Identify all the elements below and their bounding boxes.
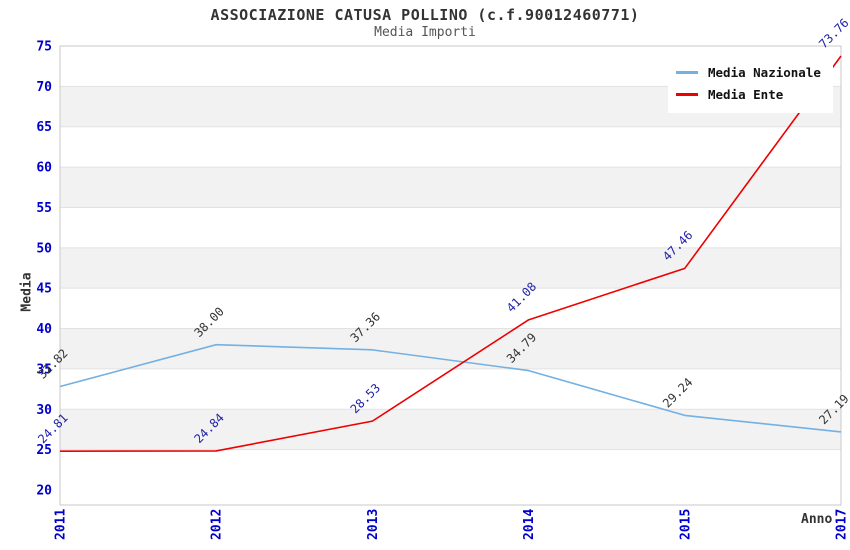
plot-band xyxy=(60,449,841,490)
y-tick-label: 65 xyxy=(36,120,52,135)
plot-band xyxy=(60,247,841,289)
media-nazionale-line-swatch xyxy=(676,70,698,74)
x-tick-label: 2013 xyxy=(366,509,381,540)
x-tick-label: 2014 xyxy=(522,509,537,540)
legend-label: Media Nazionale xyxy=(708,64,821,80)
y-tick-label: 25 xyxy=(36,443,52,458)
y-tick-label: 35 xyxy=(36,362,52,377)
legend: Media Nazionale Media Ente xyxy=(668,54,833,113)
plot-band xyxy=(60,409,841,450)
plot-band xyxy=(60,328,841,369)
y-tick-label: 55 xyxy=(36,201,52,216)
media-nazionale-line xyxy=(59,343,842,433)
plot-band xyxy=(60,368,841,410)
legend-item-media-ente: Media Ente xyxy=(676,83,821,105)
x-axis-title: Anno xyxy=(801,512,833,527)
media-ente-line-swatch xyxy=(676,92,698,96)
legend-item-media-nazionale: Media Nazionale xyxy=(676,61,821,83)
plot-band xyxy=(60,207,841,248)
y-tick-label: 45 xyxy=(36,282,52,297)
media-ente-line xyxy=(59,55,842,452)
x-tick-label: 2015 xyxy=(678,509,693,540)
chart-subtitle: Media Importi xyxy=(374,25,476,40)
plot-border xyxy=(59,45,842,506)
plot-band xyxy=(60,126,841,168)
y-tick-label: 60 xyxy=(36,161,52,176)
x-tick-label: 2012 xyxy=(210,509,225,540)
y-tick-label: 20 xyxy=(36,484,52,499)
y-tick-label: 30 xyxy=(36,403,52,418)
y-tick-label: 40 xyxy=(36,322,52,337)
plot-band xyxy=(60,490,841,505)
legend-label: Media Ente xyxy=(708,86,784,102)
y-tick-label: 75 xyxy=(36,40,52,55)
x-tick-label: 2011 xyxy=(54,509,69,540)
plot-band xyxy=(60,167,841,208)
y-tick-label: 50 xyxy=(36,241,52,256)
chart-title: ASSOCIAZIONE CATUSA POLLINO (c.f.9001246… xyxy=(210,6,640,24)
plot-band xyxy=(60,288,841,329)
x-tick-label: 2017 xyxy=(835,509,850,540)
y-axis-title: Media xyxy=(19,272,35,312)
y-tick-label: 70 xyxy=(36,80,52,95)
